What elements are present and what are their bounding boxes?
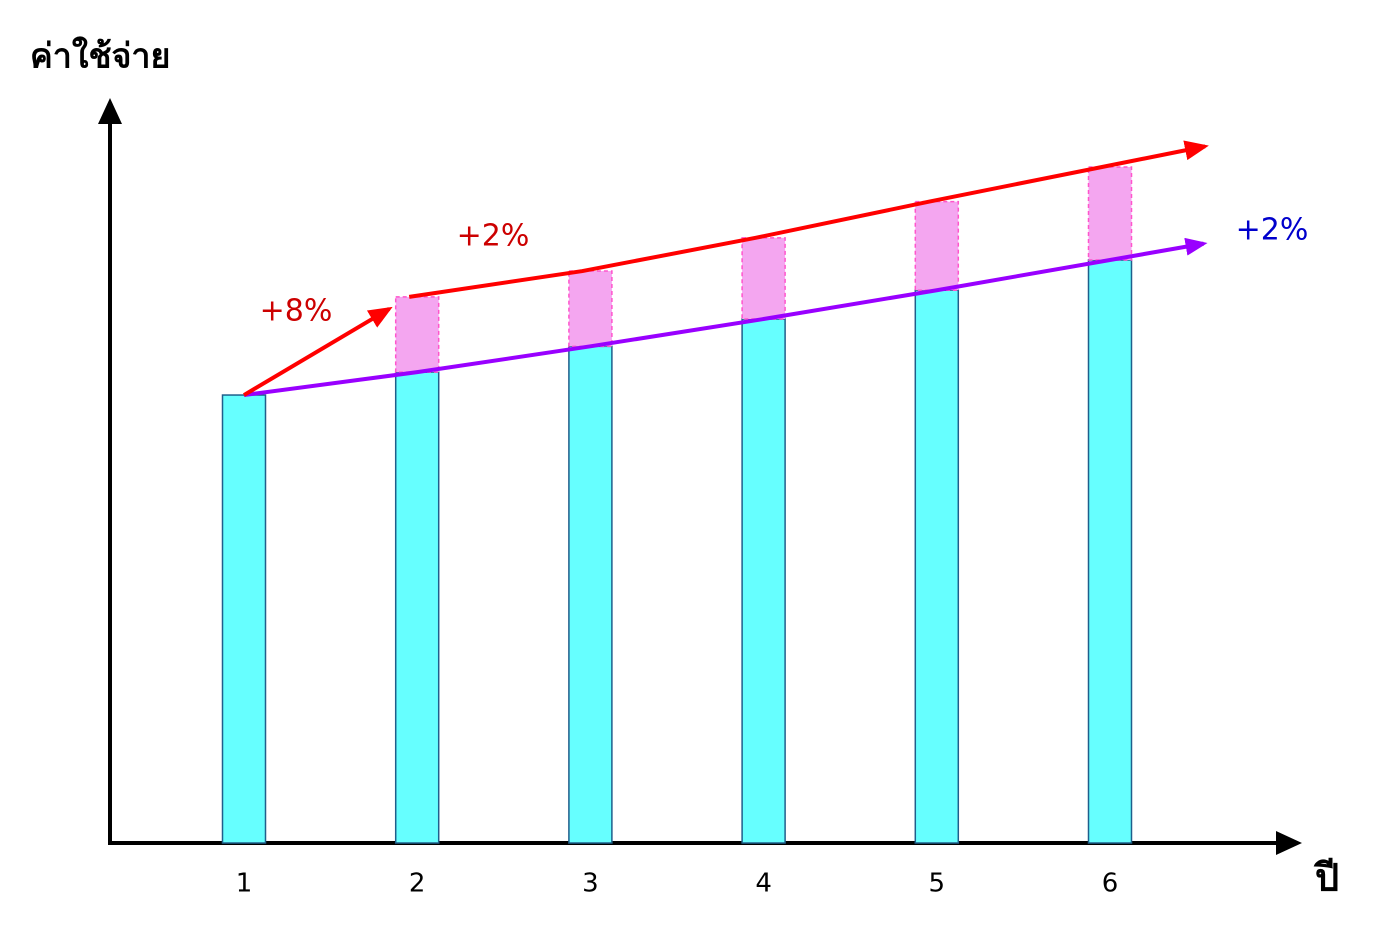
y-axis-arrow	[98, 98, 122, 124]
bar	[394, 371, 440, 844]
trend-line	[243, 237, 1208, 398]
bar	[741, 318, 786, 844]
jump-arrow	[242, 306, 393, 397]
x-tick-label: 6	[1102, 869, 1119, 899]
x-axis-arrow	[1276, 831, 1302, 855]
x-tick-label: 1	[236, 869, 253, 899]
x-tick-label: 4	[755, 869, 772, 899]
bar-increase	[394, 296, 440, 373]
bar-increase	[914, 200, 960, 291]
bar-increase	[741, 237, 786, 320]
annotation: +2%	[1236, 213, 1309, 248]
annotation: +2%	[457, 219, 530, 254]
bar	[1087, 259, 1133, 844]
x-tick-label: 5	[929, 869, 946, 899]
trend-line-upper	[408, 140, 1209, 299]
bar-increase	[1087, 166, 1133, 261]
x-axis-label: ปี	[1313, 856, 1339, 900]
x-tick-label: 2	[409, 869, 426, 899]
bar	[568, 345, 613, 844]
x-tick-label: 3	[582, 869, 599, 899]
annotation: +8%	[260, 294, 333, 329]
bar	[221, 394, 267, 844]
y-axis-label: ค่าใช้จ่าย	[30, 36, 170, 77]
bar-increase	[568, 270, 613, 348]
bar	[914, 289, 960, 844]
